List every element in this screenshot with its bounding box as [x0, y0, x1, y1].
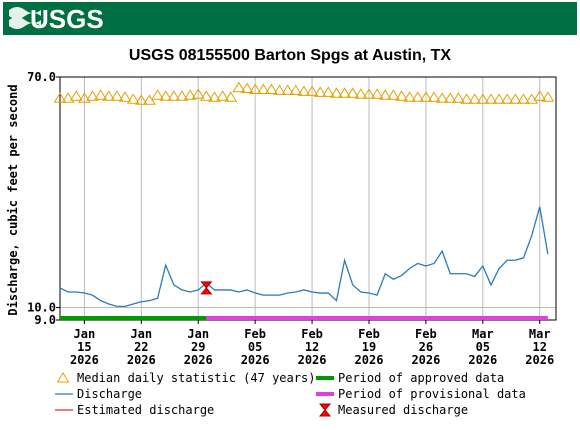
median-marker: [118, 91, 132, 102]
discharge-line: [59, 206, 549, 307]
legend-label: Median daily statistic (47 years): [77, 371, 315, 385]
x-tick-label: Feb 05 2026: [241, 327, 270, 367]
x-tick-label: Feb 26 2026: [411, 327, 440, 367]
median-marker: [273, 84, 286, 95]
median-marker: [297, 85, 311, 96]
median-marker: [338, 87, 351, 98]
legend-label: Discharge: [77, 387, 142, 401]
median-marker: [508, 93, 522, 104]
header-bar: [3, 2, 577, 35]
legend-label: Measured discharge: [338, 403, 468, 417]
median-marker: [419, 91, 433, 102]
measured-marker: [200, 281, 213, 295]
median-marker: [321, 86, 335, 97]
median-marker: [370, 88, 384, 99]
x-tick-label: Mar 05 2026: [468, 327, 497, 367]
median-marker: [525, 93, 538, 104]
median-marker: [346, 87, 360, 98]
median-marker: [151, 89, 164, 100]
median-marker: [248, 83, 262, 94]
median-marker: [61, 92, 75, 103]
median-marker: [411, 91, 425, 102]
median-marker: [533, 90, 547, 101]
median-marker: [265, 83, 278, 94]
median-marker: [500, 93, 514, 104]
median-marker: [541, 91, 555, 102]
y-tick-label: 9.0: [34, 313, 56, 327]
y-tick-label: 10.0: [27, 301, 56, 315]
median-marker: [167, 90, 181, 101]
median-marker: [452, 92, 465, 103]
median-marker: [110, 90, 124, 101]
median-marker: [256, 83, 270, 94]
median-marker: [468, 93, 482, 104]
median-marker: [443, 92, 457, 103]
x-tick-label: Feb 12 2026: [298, 327, 327, 367]
median-marker: [313, 86, 327, 97]
median-marker: [175, 90, 189, 101]
median-marker: [362, 88, 376, 99]
provisional-period: [206, 316, 548, 320]
median-marker: [159, 90, 173, 101]
median-marker: [386, 89, 400, 100]
median-marker: [134, 94, 148, 105]
median-marker: [78, 92, 91, 103]
median-marker: [403, 91, 417, 102]
median-marker: [354, 88, 368, 99]
median-marker: [305, 85, 319, 96]
legend-symbol: [56, 372, 70, 383]
median-marker: [492, 93, 506, 104]
median-marker: [224, 91, 238, 102]
median-marker: [199, 90, 213, 101]
median-marker: [281, 84, 295, 95]
median-marker: [216, 90, 230, 101]
median-marker: [435, 92, 449, 103]
median-marker: [240, 82, 254, 94]
chart-title: USGS 08155500 Barton Spgs at Austin, TX: [129, 47, 452, 64]
median-marker: [289, 84, 303, 95]
x-tick-label: Feb 19 2026: [355, 327, 384, 367]
x-tick-label: Mar 12 2026: [525, 327, 554, 367]
logo-waves: [9, 7, 41, 29]
median-marker: [86, 90, 99, 101]
y-tick-label: 70.0: [27, 70, 56, 84]
median-marker: [143, 94, 156, 105]
approved-period: [60, 316, 207, 320]
y-axis-label: Discharge, cubic feet per second: [6, 84, 20, 315]
x-tick-label: Jan 15 2026: [70, 327, 99, 367]
median-marker: [517, 93, 530, 104]
median-marker: [53, 92, 67, 103]
median-marker: [476, 93, 490, 104]
median-marker: [191, 88, 205, 99]
median-marker: [460, 93, 473, 104]
x-tick-label: Jan 29 2026: [184, 327, 213, 367]
median-marker: [94, 89, 108, 100]
median-marker: [378, 89, 392, 100]
median-marker: [395, 90, 408, 101]
legend-symbol: [318, 403, 332, 417]
median-marker: [427, 91, 441, 102]
median-marker: [183, 89, 197, 100]
legend-label: Period of provisional data: [338, 387, 526, 401]
median-marker: [208, 91, 221, 102]
median-marker: [330, 87, 343, 98]
logo: USGS: [30, 4, 104, 34]
median-marker: [126, 93, 140, 104]
x-tick-label: Jan 22 2026: [127, 327, 156, 367]
median-marker: [69, 90, 83, 101]
median-marker: [484, 93, 498, 104]
median-marker: [232, 81, 246, 93]
median-marker: [102, 90, 116, 101]
legend-label: Estimated discharge: [77, 403, 214, 417]
legend-label: Period of approved data: [338, 371, 504, 385]
